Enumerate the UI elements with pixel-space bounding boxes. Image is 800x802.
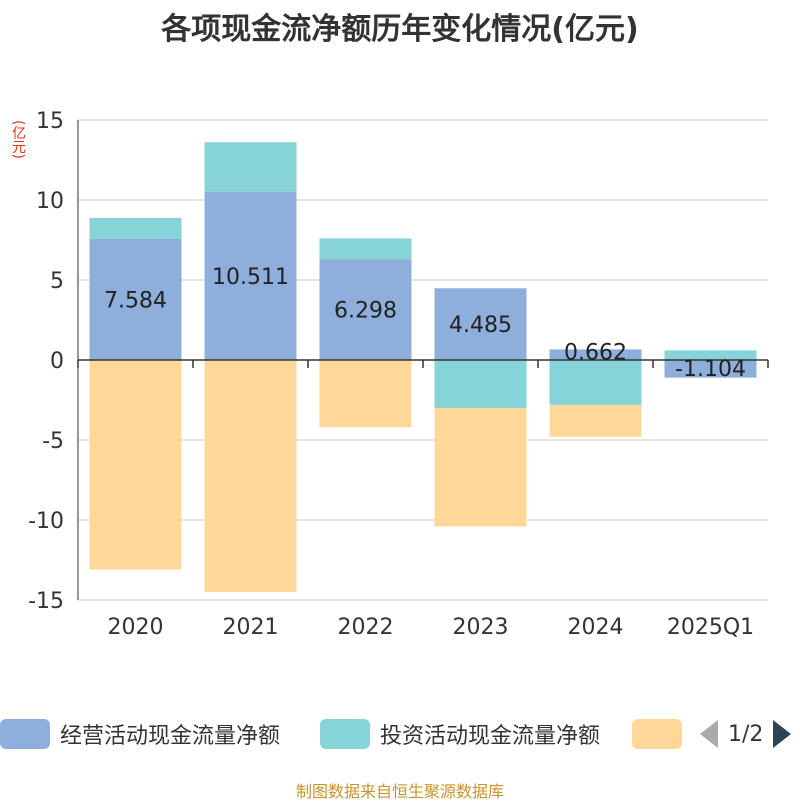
x-tick-label: 2022 — [338, 615, 394, 640]
data-label-2020: 7.584 — [104, 288, 167, 313]
data-source-footer: 制图数据来自恒生聚源数据库 — [295, 782, 504, 801]
x-tick-label: 2020 — [108, 615, 164, 640]
legend-item-financing[interactable] — [632, 716, 692, 752]
y-tick-label: 10 — [36, 189, 64, 214]
bar-financing-2022 — [319, 360, 412, 428]
legend-item-investing[interactable]: 投资活动现金流量净额 — [320, 716, 600, 752]
bar-operating-2020 — [89, 238, 182, 360]
bar-investing-2022 — [319, 238, 412, 260]
legend-item-operating[interactable]: 经营活动现金流量净额 — [0, 716, 280, 752]
bar-investing-2020 — [89, 217, 182, 239]
bar-operating-2025Q1 — [664, 360, 757, 378]
bar-investing-2025Q1 — [664, 350, 757, 360]
data-label-2021: 10.511 — [212, 265, 289, 290]
bar-operating-2023 — [434, 288, 527, 360]
bar-financing-2024 — [549, 404, 642, 437]
legend-pager: 1/2 — [700, 716, 792, 752]
bar-chart: 15 10 5 0 -5 -10 -15 7.584 10.511 6.298 4.485 0.662… — [28, 109, 769, 640]
x-tick-label: 2024 — [568, 615, 624, 640]
bar-investing-2021 — [204, 142, 297, 192]
bar-operating-2024 — [549, 349, 642, 360]
y-tick-label: 5 — [50, 269, 64, 294]
bar-operating-2022 — [319, 259, 412, 360]
legend-prev-page-icon[interactable] — [700, 720, 718, 748]
y-tick-label: -15 — [28, 589, 64, 614]
legend-next-page-icon[interactable] — [773, 720, 792, 748]
bar-investing-2024 — [549, 360, 642, 405]
x-tick-label: 2021 — [223, 615, 279, 640]
chart-title: 各项现金流净额历年变化情况(亿元) — [161, 12, 639, 47]
bar-financing-2020 — [89, 360, 182, 570]
bar-financing-2023 — [434, 408, 527, 527]
y-tick-label: -5 — [42, 429, 64, 454]
legend-swatch-operating — [0, 719, 50, 749]
y-tick-label: -10 — [28, 509, 64, 534]
bar-financing-2021 — [204, 360, 297, 592]
legend-swatch-financing — [632, 719, 682, 749]
x-tick-label: 2023 — [453, 615, 509, 640]
legend-label-operating: 经营活动现金流量净额 — [60, 724, 281, 749]
bar-operating-2021 — [204, 191, 297, 360]
bar-investing-2023 — [434, 360, 527, 408]
y-axis-unit-label: (亿元) — [10, 120, 26, 159]
data-label-2022: 6.298 — [334, 299, 397, 324]
legend-page-indicator: 1/2 — [728, 721, 764, 747]
x-tick-label: 2025Q1 — [667, 615, 754, 640]
legend-swatch-investing — [320, 719, 370, 749]
y-tick-label: 0 — [50, 349, 64, 374]
data-label-2023: 4.485 — [449, 313, 512, 338]
y-tick-label: 15 — [36, 109, 64, 134]
data-label-2024: 0.662 — [564, 340, 627, 365]
data-label-2025Q1: -1.104 — [675, 357, 746, 382]
legend-label-investing: 投资活动现金流量净额 — [380, 724, 601, 749]
legend: 经营活动现金流量净额 投资活动现金流量净额 1/2 — [0, 716, 800, 756]
